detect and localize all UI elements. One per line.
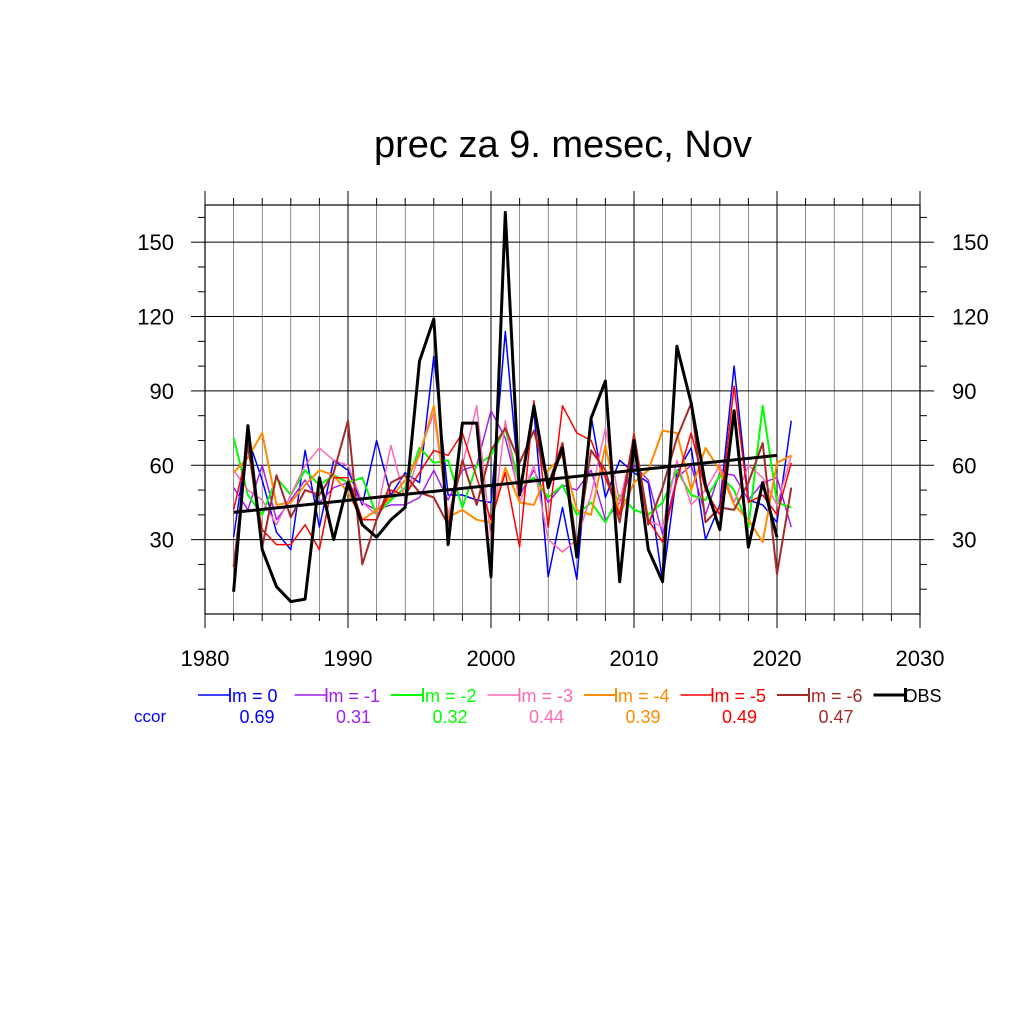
y-tick-label-right: 30 bbox=[952, 528, 976, 553]
series-lines bbox=[232, 210, 793, 604]
series-line-3 bbox=[232, 405, 793, 553]
y-tick-label-right: 150 bbox=[952, 230, 989, 255]
legend-label: lm = 0 bbox=[228, 686, 278, 706]
y-tick-label: 90 bbox=[150, 379, 174, 404]
ccor-value: 0.47 bbox=[818, 707, 853, 727]
ccor-label: ccor bbox=[134, 707, 166, 726]
x-tick-label: 2030 bbox=[896, 646, 945, 671]
x-tick-label: 2020 bbox=[753, 646, 802, 671]
ccor-value: 0.32 bbox=[432, 707, 467, 727]
chart-title: prec za 9. mesec, Nov bbox=[374, 124, 752, 166]
grid bbox=[205, 205, 920, 614]
series-line-1 bbox=[232, 409, 793, 536]
x-tick-label: 1990 bbox=[324, 646, 373, 671]
plot-frame bbox=[204, 204, 921, 615]
ccor-value: 0.31 bbox=[336, 707, 371, 727]
y-tick-label: 150 bbox=[137, 230, 174, 255]
series-line-0 bbox=[232, 330, 793, 583]
y-tick-label: 120 bbox=[137, 305, 174, 330]
obs-trend-line bbox=[233, 453, 778, 514]
x-tick-label: 2010 bbox=[610, 646, 659, 671]
axes: 1980 1990 2000 2010 2020 2030 30 30 60 60 90 90 120 1… bbox=[137, 191, 989, 671]
ccor-value: 0.69 bbox=[239, 707, 274, 727]
y-tick-label: 30 bbox=[150, 528, 174, 553]
legend-label: lm = -3 bbox=[518, 686, 574, 706]
y-tick-label-right: 90 bbox=[952, 379, 976, 404]
y-tick-label-right: 120 bbox=[952, 305, 989, 330]
legend-label: lm = -4 bbox=[614, 686, 670, 706]
x-tick-label: 1980 bbox=[181, 646, 230, 671]
legend-label: OBS bbox=[904, 686, 942, 706]
legend-label: lm = -6 bbox=[807, 686, 863, 706]
legend-label: lm = -5 bbox=[711, 686, 767, 706]
ccor-value: 0.44 bbox=[529, 707, 564, 727]
x-tick-label: 2000 bbox=[467, 646, 516, 671]
series-line-4 bbox=[232, 404, 792, 544]
y-tick-label-right: 60 bbox=[952, 453, 976, 478]
ccor-value: 0.39 bbox=[625, 707, 660, 727]
legend-label: lm = -2 bbox=[421, 686, 477, 706]
series-line-7 bbox=[232, 210, 779, 604]
ccor-value: 0.49 bbox=[722, 707, 757, 727]
y-tick-label: 60 bbox=[150, 453, 174, 478]
legend-label: lm = -1 bbox=[325, 686, 381, 706]
